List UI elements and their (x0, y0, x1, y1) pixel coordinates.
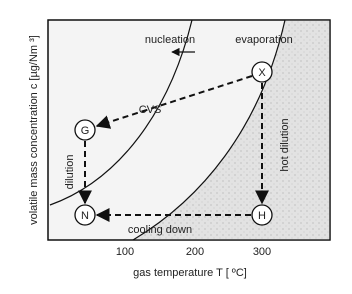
node-circle (251, 204, 273, 226)
x-axis-label: gas temperature T [ ºC] (133, 267, 247, 279)
x-tick-label: 300 (253, 246, 271, 258)
node-label: H (258, 210, 266, 222)
nucleation-curve (49, 19, 193, 206)
annotation: nucleation (145, 34, 195, 46)
node-label: N (81, 210, 89, 222)
node-circle (251, 61, 273, 83)
node-circle (74, 204, 96, 226)
evaporation-curve (132, 19, 286, 241)
plot-border (47, 19, 331, 241)
arrow-cvs (95, 75, 253, 129)
annotation: CVS (139, 104, 162, 116)
annotation: hot dilution (279, 118, 291, 171)
annotation: cooling down (128, 224, 192, 236)
annotation: evaporation (235, 34, 293, 46)
node-label: G (81, 125, 90, 137)
y-axis-label: volatile mass concentration c [µg/Nm ³] (28, 35, 40, 225)
annotation: dilution (64, 155, 76, 190)
x-tick-label: 100 (116, 246, 134, 258)
shaded-region (133, 20, 330, 240)
node-label: X (258, 67, 266, 79)
node-circle (74, 119, 96, 141)
x-tick-label: 200 (186, 246, 204, 258)
